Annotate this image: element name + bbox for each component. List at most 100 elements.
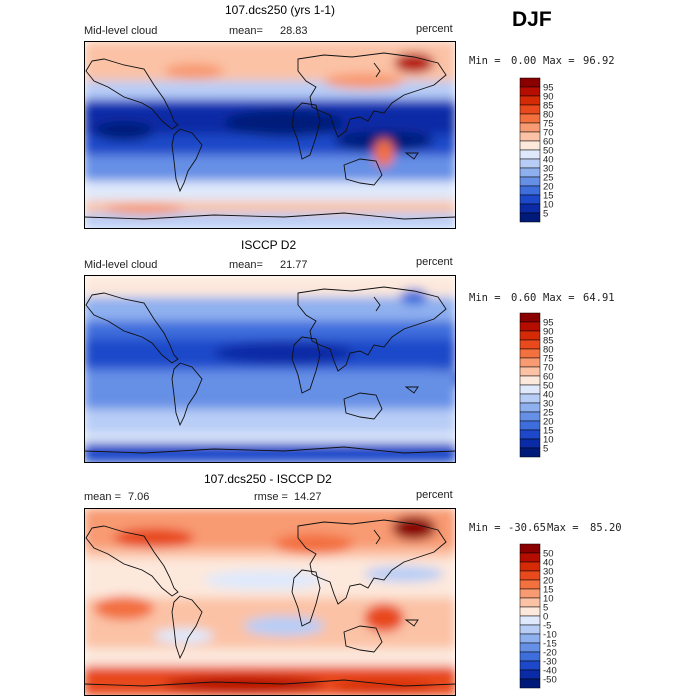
colorbar-tick-label: 75 bbox=[543, 119, 554, 130]
panel-2-min-value: 0.60 bbox=[511, 292, 537, 304]
colorbar-swatch bbox=[519, 411, 541, 422]
colorbar-swatch bbox=[519, 606, 541, 617]
colorbar-tick-label: 25 bbox=[543, 408, 554, 419]
panel-3-mean-label: mean = bbox=[84, 491, 121, 503]
colorbar-swatch bbox=[519, 348, 541, 359]
colorbar-tick-label: 0 bbox=[543, 612, 548, 623]
colorbar-tick-label: 70 bbox=[543, 128, 554, 139]
season-label: DJF bbox=[512, 8, 552, 31]
colorbar-swatch bbox=[519, 552, 541, 563]
colorbar-tick-label: 80 bbox=[543, 345, 554, 356]
colorbar-swatch bbox=[519, 339, 541, 350]
panel-1-min-value: 0.00 bbox=[511, 55, 537, 67]
colorbar-swatch bbox=[519, 77, 541, 88]
colorbar-tick-label: 85 bbox=[543, 101, 554, 112]
colorbar-tick-label: 40 bbox=[543, 155, 554, 166]
panel-2-cloud-field bbox=[84, 275, 456, 463]
colorbar-tick-label: -10 bbox=[543, 630, 557, 641]
colorbar-swatch bbox=[519, 633, 541, 644]
panel-2-max-label: Max = bbox=[543, 292, 575, 304]
panel-3-min-value: -30.65 bbox=[508, 522, 546, 534]
colorbar-tick-label: -30 bbox=[543, 657, 557, 668]
panel-2-min-label: Min = bbox=[469, 292, 501, 304]
colorbar-swatch bbox=[519, 330, 541, 341]
colorbar-tick-label: 40 bbox=[543, 558, 554, 569]
colorbar-swatch bbox=[519, 357, 541, 368]
colorbar-tick-label: -5 bbox=[543, 621, 551, 632]
colorbar-tick-label: -40 bbox=[543, 666, 557, 677]
colorbar-tick-label: -20 bbox=[543, 648, 557, 659]
colorbar-tick-label: 20 bbox=[543, 417, 554, 428]
colorbar-swatch bbox=[519, 321, 541, 332]
colorbar-tick-label: 30 bbox=[543, 567, 554, 578]
panel-1-min-label: Min = bbox=[469, 55, 501, 67]
colorbar-tick-label: 80 bbox=[543, 110, 554, 121]
colorbar-swatch bbox=[519, 624, 541, 635]
panel-3-units: percent bbox=[416, 489, 453, 501]
colorbar-tick-label: 10 bbox=[543, 594, 554, 605]
colorbar-tick-label: 15 bbox=[543, 426, 554, 437]
colorbar-swatch bbox=[519, 185, 541, 196]
colorbar-swatch bbox=[519, 597, 541, 608]
panel-1-title: 107.dcs250 (yrs 1-1) bbox=[225, 3, 336, 17]
colorbar-tick-label: 5 bbox=[543, 209, 548, 220]
colorbar-swatch bbox=[519, 588, 541, 599]
colorbar-swatch bbox=[519, 86, 541, 97]
colorbar-swatch bbox=[519, 312, 541, 323]
colorbar-swatch bbox=[519, 194, 541, 205]
colorbar-swatch bbox=[519, 393, 541, 404]
panel-3-max-value: 85.20 bbox=[590, 522, 622, 534]
panel-3-title: 107.dcs250 - ISCCP D2 bbox=[204, 472, 332, 486]
colorbar-swatch bbox=[519, 366, 541, 377]
panel-1-units: percent bbox=[416, 23, 453, 35]
colorbar-swatch bbox=[519, 149, 541, 160]
panel-1-coastlines bbox=[84, 52, 456, 220]
colorbar-swatch bbox=[519, 95, 541, 106]
colorbar-tick-label: 30 bbox=[543, 164, 554, 175]
panel-1-max-value: 96.92 bbox=[583, 55, 615, 67]
panel-2-units: percent bbox=[416, 256, 453, 268]
panel-3-map bbox=[84, 508, 456, 696]
panel-1-variable: Mid-level cloud bbox=[84, 25, 158, 37]
colorbar-swatch bbox=[519, 131, 541, 142]
panel-1-map bbox=[84, 41, 456, 229]
panel-3-rmse-label: rmse = bbox=[254, 491, 288, 503]
panel-3-difference-field bbox=[84, 508, 456, 696]
colorbar-tick-label: 95 bbox=[543, 83, 554, 94]
colorbar-swatch bbox=[519, 104, 541, 115]
colorbar-swatch bbox=[519, 561, 541, 572]
colorbar-swatch bbox=[519, 669, 541, 680]
colorbar-tick-label: 10 bbox=[543, 200, 554, 211]
colorbar-swatch bbox=[519, 429, 541, 440]
colorbar-tick-label: 25 bbox=[543, 173, 554, 184]
panel-1-cloud-field bbox=[84, 41, 456, 229]
panel-3-coastlines bbox=[84, 519, 456, 687]
panel-3-mean-value: 7.06 bbox=[128, 491, 150, 503]
colorbar-tick-label: 50 bbox=[543, 146, 554, 157]
colorbar-swatch bbox=[519, 167, 541, 178]
colorbar-swatch bbox=[519, 140, 541, 151]
panel-2-map bbox=[84, 275, 456, 463]
colorbar-swatch bbox=[519, 158, 541, 169]
colorbar-swatch bbox=[519, 570, 541, 581]
colorbar-tick-label: 15 bbox=[543, 585, 554, 596]
colorbar-swatch bbox=[519, 375, 541, 386]
colorbar-tick-label: 20 bbox=[543, 576, 554, 587]
colorbar-swatch bbox=[519, 212, 541, 223]
colorbar-tick-label: 85 bbox=[543, 336, 554, 347]
colorbar-tick-label: 60 bbox=[543, 372, 554, 383]
colorbar-tick-label: 70 bbox=[543, 363, 554, 374]
panel-3-max-label: Max = bbox=[547, 522, 579, 534]
colorbar-tick-label: 30 bbox=[543, 399, 554, 410]
colorbar-tick-label: 50 bbox=[543, 549, 554, 560]
colorbar-tick-label: 75 bbox=[543, 354, 554, 365]
colorbar-swatch bbox=[519, 615, 541, 626]
colorbar-swatch bbox=[519, 122, 541, 133]
colorbar-swatch bbox=[519, 579, 541, 590]
colorbar-tick-label: 5 bbox=[543, 444, 548, 455]
colorbar-swatch bbox=[519, 203, 541, 214]
colorbar-tick-label: 5 bbox=[543, 603, 548, 614]
